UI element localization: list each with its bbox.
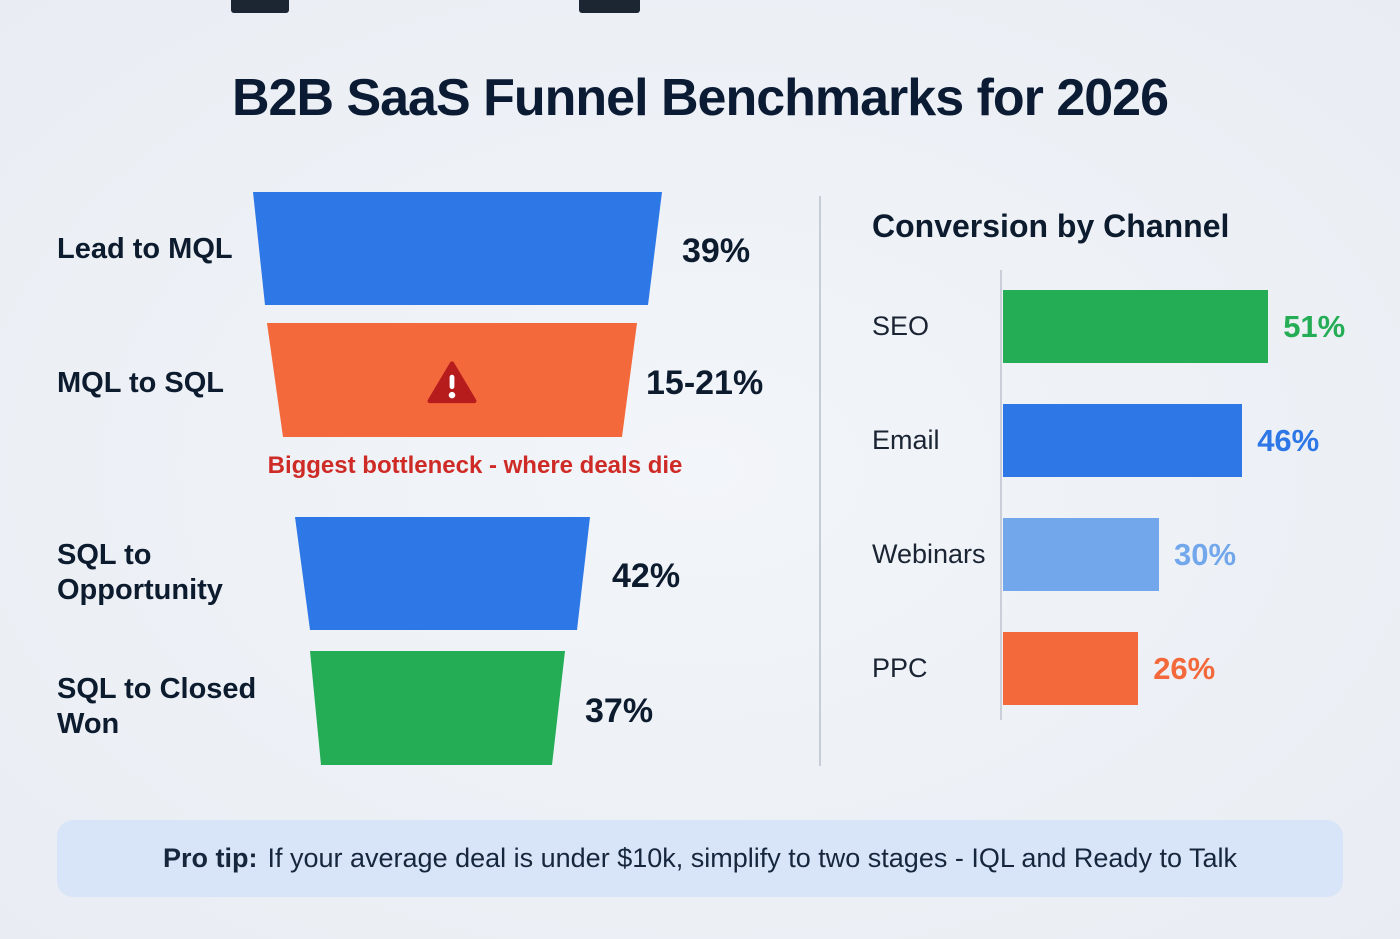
bar-row-ppc: PPC 26% [872,632,1392,705]
bar-label: Webinars [872,539,986,569]
bar-value: 30% [1174,536,1237,572]
bar-ppc [1003,632,1139,705]
bar-email [1003,404,1243,477]
funnel-bar-lead-to-mql [253,192,662,305]
cropped-artifact [579,0,640,13]
warning-icon [426,357,478,409]
funnel-stage-value: 15-21% [646,364,764,402]
section-divider [819,196,821,766]
funnel-stage-label-sql-to-closed-won: SQL to Closed Won [57,673,257,741]
chart-title: Conversion by Channel [872,208,1230,244]
funnel-stage-value: 42% [612,557,681,595]
funnel-bar-sql-to-opportunity [295,517,590,630]
bar-seo [1003,290,1269,363]
funnel-stage-label-mql-to-sql: MQL to SQL [57,367,225,399]
funnel-stage-value: 37% [585,692,654,730]
funnel-stage-value: 39% [682,232,751,270]
pro-tip-banner: Pro tip: If your average deal is under $… [57,820,1343,897]
bottleneck-annotation: Biggest bottleneck - where deals die [267,452,683,479]
funnel-bar-sql-to-closed-won [310,651,565,765]
bar-row-webinars: Webinars 30% [872,518,1392,591]
bar-label: SEO [872,311,930,341]
bar-row-email: Email 46% [872,404,1392,477]
pro-tip-label: Pro tip: [162,843,258,873]
pro-tip-text: If your average deal is under $10k, simp… [267,843,1237,873]
bar-value: 26% [1153,650,1216,686]
bar-value: 51% [1283,308,1346,344]
cropped-artifact [231,0,289,13]
bar-label: Email [872,425,940,455]
funnel-stage-label-sql-to-opportunity: SQL to Opportunity [57,539,223,607]
chart-axis-line [1000,270,1002,720]
page-title: B2B SaaS Funnel Benchmarks for 2026 [231,69,1169,127]
bar-webinars [1003,518,1159,591]
bar-row-seo: SEO 51% [872,290,1392,363]
funnel-stage-label-lead-to-mql: Lead to MQL [57,233,233,265]
bar-value: 46% [1257,422,1320,458]
bar-label: PPC [872,653,928,683]
